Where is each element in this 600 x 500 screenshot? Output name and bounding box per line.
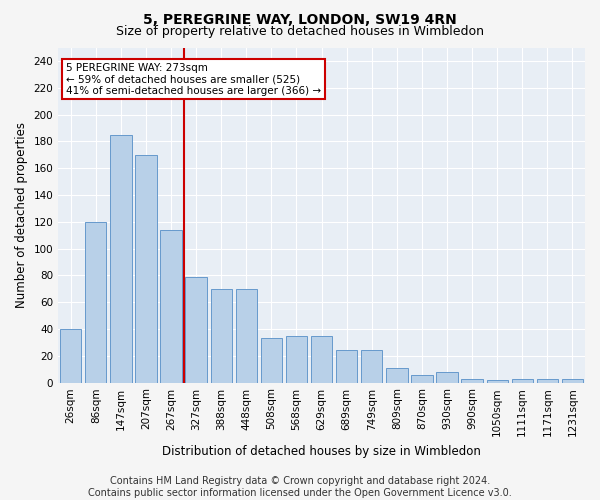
Bar bbox=[60, 329, 82, 382]
Bar bbox=[487, 380, 508, 382]
Text: Contains HM Land Registry data © Crown copyright and database right 2024.
Contai: Contains HM Land Registry data © Crown c… bbox=[88, 476, 512, 498]
Bar bbox=[386, 368, 407, 382]
Text: 5 PEREGRINE WAY: 273sqm
← 59% of detached houses are smaller (525)
41% of semi-d: 5 PEREGRINE WAY: 273sqm ← 59% of detache… bbox=[66, 62, 321, 96]
Bar bbox=[537, 378, 558, 382]
Text: Size of property relative to detached houses in Wimbledon: Size of property relative to detached ho… bbox=[116, 25, 484, 38]
Bar bbox=[286, 336, 307, 382]
X-axis label: Distribution of detached houses by size in Wimbledon: Distribution of detached houses by size … bbox=[162, 444, 481, 458]
Bar bbox=[411, 374, 433, 382]
Y-axis label: Number of detached properties: Number of detached properties bbox=[15, 122, 28, 308]
Bar bbox=[160, 230, 182, 382]
Bar bbox=[512, 378, 533, 382]
Bar bbox=[110, 134, 131, 382]
Bar bbox=[461, 378, 483, 382]
Bar bbox=[211, 288, 232, 382]
Bar bbox=[85, 222, 106, 382]
Bar bbox=[185, 276, 207, 382]
Bar bbox=[311, 336, 332, 382]
Text: 5, PEREGRINE WAY, LONDON, SW19 4RN: 5, PEREGRINE WAY, LONDON, SW19 4RN bbox=[143, 12, 457, 26]
Bar bbox=[136, 154, 157, 382]
Bar bbox=[261, 338, 282, 382]
Bar bbox=[361, 350, 382, 382]
Bar bbox=[562, 378, 583, 382]
Bar bbox=[236, 288, 257, 382]
Bar bbox=[336, 350, 358, 382]
Bar bbox=[436, 372, 458, 382]
